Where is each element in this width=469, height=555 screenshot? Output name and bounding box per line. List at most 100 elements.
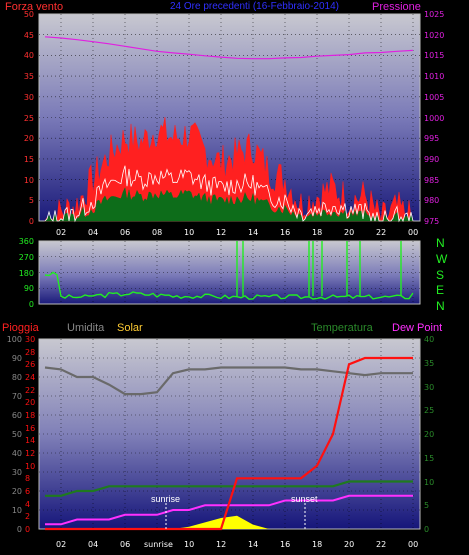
- humidity-title: Umidita: [67, 322, 105, 334]
- rain-tick-label: 26: [25, 360, 36, 370]
- time-tick-label: 04: [88, 228, 99, 237]
- temperature-tick-label: 0: [424, 525, 430, 534]
- chart-date-title: 24 Ore precedenti (16-Febbraio-2014): [170, 1, 339, 12]
- time-tick-label: 06: [120, 540, 131, 549]
- time-tick-label: 12: [216, 228, 227, 237]
- wind-tick-label: 30: [23, 92, 34, 102]
- time-tick-label: 14: [248, 540, 259, 549]
- humidity-tick-label: 40: [11, 449, 22, 458]
- wind-tick-label: 5: [28, 196, 34, 206]
- time-tick-label: 10: [184, 228, 195, 237]
- time-tick-label: 10: [184, 540, 195, 549]
- rain-tick-label: 2: [25, 512, 31, 522]
- wind-tick-label: 45: [23, 30, 34, 40]
- direction-tick-label: 90: [23, 284, 34, 294]
- pressure-tick-label: 1000: [424, 113, 445, 123]
- pressure-tick-label: 1015: [424, 51, 445, 61]
- wind-tick-label: 10: [23, 175, 34, 185]
- humidity-tick-label: 10: [11, 506, 22, 515]
- rain-tick-label: 10: [25, 461, 36, 471]
- time-tick-label: 20: [344, 540, 355, 549]
- time-tick-label: 14: [248, 228, 259, 237]
- pressure-tick-label: 975: [424, 217, 440, 226]
- solar-title: Solar: [117, 322, 143, 334]
- compass-letter: S: [436, 267, 445, 282]
- pressure-tick-label: 980: [424, 196, 440, 206]
- rain-tick-label: 6: [25, 487, 31, 496]
- temperature-tick-label: 20: [424, 430, 435, 439]
- time-tick-label: 16: [280, 228, 291, 237]
- time-tick-label: 02: [56, 540, 67, 549]
- pressure-title: Pressione: [372, 1, 421, 13]
- time-tick-label: 22: [376, 540, 387, 549]
- dew-point-title: Dew Point: [392, 322, 443, 334]
- pressure-tick-label: 995: [424, 134, 440, 144]
- time-tick-label: 20: [344, 228, 355, 237]
- wind-tick-label: 40: [23, 51, 34, 61]
- humidity-tick-label: 20: [11, 487, 22, 496]
- temperature-tick-label: 40: [424, 335, 435, 344]
- humidity-tick-label: 30: [11, 468, 22, 477]
- humidity-tick-label: 80: [11, 373, 22, 382]
- rain-tick-label: 0: [25, 525, 31, 534]
- humidity-tick-label: 90: [11, 354, 22, 363]
- rain-tick-label: 30: [25, 335, 36, 344]
- time-tick-label: 00: [408, 228, 419, 237]
- rain-line: [45, 356, 413, 531]
- time-tick-label: 06: [120, 228, 131, 237]
- pressure-tick-label: 1005: [424, 92, 445, 102]
- temperature-tick-label: 35: [424, 358, 435, 368]
- rain-tick-label: 28: [25, 347, 36, 357]
- compass-letter: N: [436, 299, 445, 313]
- pressure-line: [44, 36, 414, 60]
- rain-tick-label: 14: [25, 436, 36, 446]
- rain-tick-label: 20: [25, 398, 36, 408]
- pressure-tick-label: 1020: [424, 30, 445, 40]
- temperature-tick-label: 30: [424, 382, 435, 392]
- compass-letter: W: [436, 251, 448, 266]
- time-tick-label: 22: [376, 228, 387, 237]
- rain-tick-label: 24: [25, 373, 36, 382]
- wind-tick-label: 0: [28, 217, 34, 226]
- time-tick-label: 00: [408, 540, 419, 549]
- temperature-tick-label: 15: [424, 453, 435, 463]
- wind-tick-label: 20: [23, 134, 34, 144]
- direction-tick-label: 0: [28, 300, 34, 309]
- time-tick-label: 08: [152, 228, 163, 237]
- temperature-tick-label: 25: [424, 406, 435, 416]
- wind-title: Forza vento: [5, 1, 64, 13]
- rain-tick-label: 12: [25, 449, 36, 458]
- rain-tick-label: 4: [25, 499, 31, 509]
- compass-letter: N: [436, 236, 445, 250]
- wind-tick-label: 25: [23, 113, 34, 123]
- direction-tick-label: 270: [18, 252, 34, 262]
- humidity-line: [44, 366, 413, 396]
- pressure-tick-label: 985: [424, 175, 440, 185]
- sunrise-label: sunrise: [151, 494, 181, 504]
- temperature-tick-label: 10: [424, 477, 435, 487]
- temperature-title: Temperatura: [311, 322, 373, 334]
- solar-area: [45, 515, 413, 529]
- rain-tick-label: 22: [25, 385, 36, 395]
- time-tick-label: 12: [216, 540, 227, 549]
- wind-tick-label: 35: [23, 72, 34, 82]
- wind-avg-line: [44, 165, 414, 223]
- wind-avg-area: [44, 186, 414, 222]
- direction-tick-label: 180: [18, 268, 34, 278]
- direction-chart-area: [38, 240, 421, 305]
- humidity-tick-label: 100: [6, 335, 22, 344]
- rain-tick-label: 18: [25, 411, 36, 420]
- time-tick-label: 16: [280, 540, 291, 549]
- time-tick-label: sunrise: [144, 540, 173, 549]
- pressure-tick-label: 990: [424, 154, 440, 164]
- humidity-tick-label: 60: [11, 411, 22, 420]
- wind-tick-label: 15: [23, 154, 34, 164]
- direction-tick-label: 360: [18, 237, 34, 246]
- sunset-label: sunset: [291, 494, 318, 504]
- wind-tick-label: 50: [23, 10, 34, 19]
- time-tick-label: 18: [312, 540, 323, 549]
- wind-direction-line: [44, 271, 414, 300]
- pressure-tick-label: 1010: [424, 72, 445, 82]
- compass-letter: E: [436, 283, 445, 298]
- time-tick-label: 18: [312, 228, 323, 237]
